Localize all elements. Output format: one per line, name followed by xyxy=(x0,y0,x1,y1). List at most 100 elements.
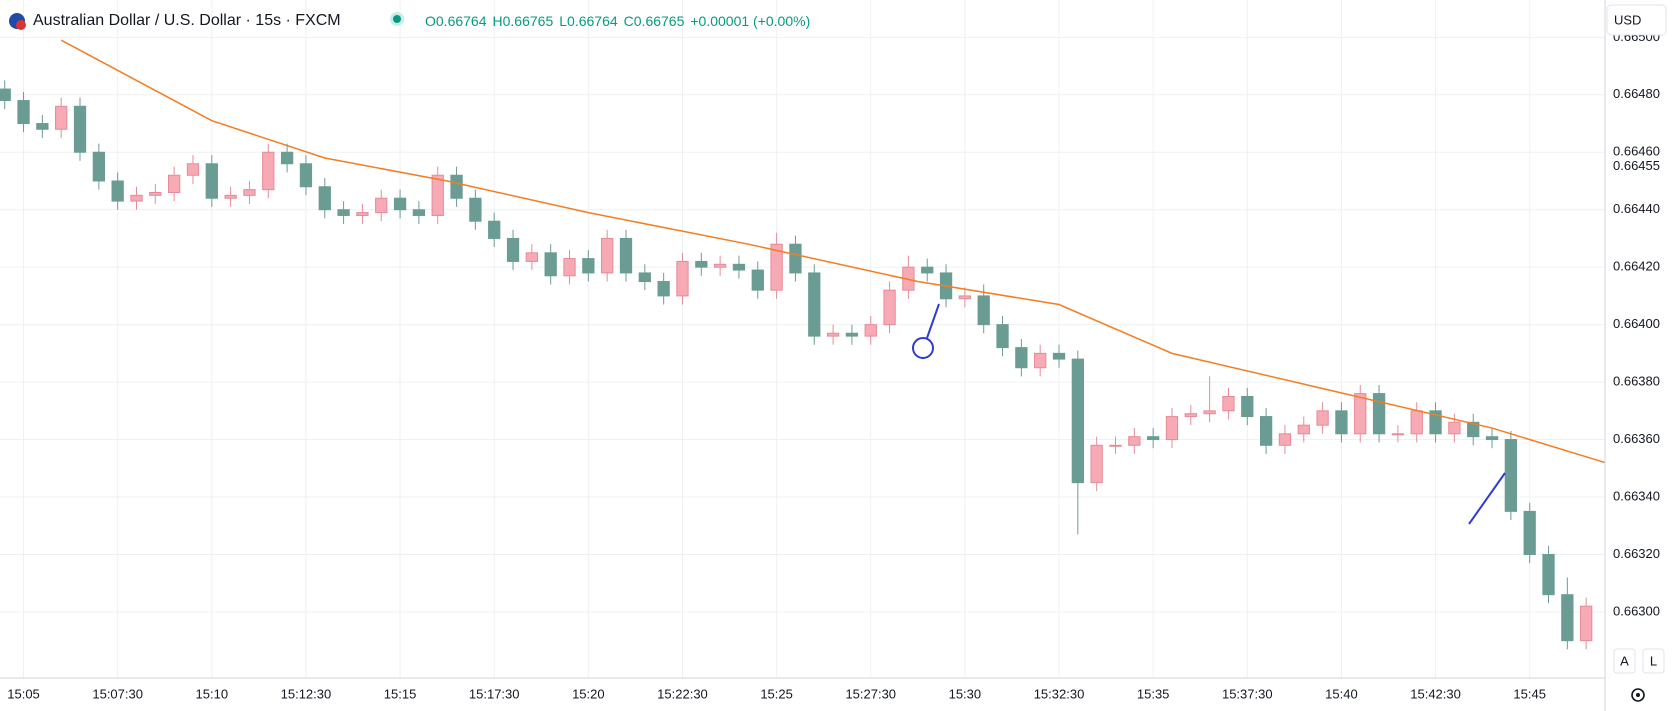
candle-body xyxy=(1165,416,1179,441)
candle-body xyxy=(337,209,350,216)
button-label: L xyxy=(1650,653,1657,668)
candle-body xyxy=(544,252,557,277)
y-tick-label: 0.66440 xyxy=(1613,201,1660,216)
candle-body xyxy=(393,197,407,211)
candle-body xyxy=(1259,416,1273,446)
candle-body xyxy=(864,324,877,337)
candle-body xyxy=(601,237,614,274)
header: Australian Dollar / U.S. Dollar · 15s · … xyxy=(9,12,810,30)
candle-body xyxy=(695,260,708,268)
x-tick-label: 15:30 xyxy=(949,686,982,701)
x-tick-label: 15:17:30 xyxy=(469,686,520,701)
candle-body xyxy=(262,151,275,191)
candle-body xyxy=(1128,436,1141,446)
candle-body xyxy=(770,243,783,291)
quote-value: 0.66764 xyxy=(567,13,618,29)
candle-body xyxy=(1147,436,1160,441)
candle-body xyxy=(1523,510,1536,555)
settings-button[interactable] xyxy=(1631,688,1645,702)
x-tick-label: 15:10 xyxy=(196,686,229,701)
candle-body xyxy=(412,209,426,216)
x-tick-label: 15:25 xyxy=(760,686,793,701)
y-tick-label: 0.66360 xyxy=(1613,431,1660,446)
candle-body xyxy=(1354,393,1367,435)
candle-body xyxy=(1241,395,1254,418)
drawing-line xyxy=(926,303,940,339)
x-tick-label: 15:40 xyxy=(1325,686,1358,701)
candle-body xyxy=(186,163,200,176)
candle-body xyxy=(92,151,105,182)
candle-body xyxy=(1410,410,1423,435)
candle-body xyxy=(130,194,143,202)
candle-body xyxy=(1278,433,1292,446)
quote-letter: H xyxy=(493,13,503,29)
candle-body xyxy=(280,151,294,165)
candle-body xyxy=(1184,413,1197,418)
x-tick-label: 15:15 xyxy=(384,686,417,701)
candle-body xyxy=(619,237,633,274)
symbol-title: Australian Dollar / U.S. Dollar · 15s · … xyxy=(33,12,341,29)
quote-value: 0.66765 xyxy=(503,13,554,29)
candle-body xyxy=(111,180,124,202)
quote-change: +0.00001 (+0.00%) xyxy=(690,13,810,29)
x-tick-label: 15:22:30 xyxy=(657,686,708,701)
x-tick-label: 15:45 xyxy=(1513,686,1546,701)
log-button[interactable] xyxy=(1642,648,1665,674)
candle-body xyxy=(0,88,11,102)
quote-letter: O xyxy=(425,13,436,29)
candle-body xyxy=(977,295,990,326)
candle-body xyxy=(751,269,764,291)
candle-body xyxy=(450,174,463,199)
candle-body xyxy=(808,272,821,337)
quote-letter: C xyxy=(624,13,634,29)
candle-body xyxy=(149,191,162,196)
candle-body xyxy=(563,258,576,277)
drawings xyxy=(912,303,1506,525)
x-tick-label: 15:20 xyxy=(572,686,605,701)
candle-body xyxy=(205,163,218,199)
x-tick-label: 15:12:30 xyxy=(281,686,332,701)
candle-body xyxy=(1485,436,1499,441)
quote-value: 0.66764 xyxy=(436,13,487,29)
candle-body xyxy=(168,174,181,193)
x-tick-label: 15:07:30 xyxy=(92,686,143,701)
candle-body xyxy=(356,212,369,216)
candle-body xyxy=(1391,433,1405,436)
candle-body xyxy=(582,258,595,274)
drawing-line xyxy=(1468,472,1506,525)
auto-button[interactable] xyxy=(1613,648,1636,674)
candle-body xyxy=(638,272,651,283)
candle-body xyxy=(1034,352,1047,369)
currency-label: USD xyxy=(1614,12,1641,27)
y-tick-label: 0.66340 xyxy=(1613,488,1660,503)
y-tick-label: 0.66420 xyxy=(1613,259,1660,274)
controls: USD A L xyxy=(1606,4,1667,702)
x-tick-label: 15:37:30 xyxy=(1222,686,1273,701)
drawing-circle xyxy=(912,337,934,359)
quote-letter: L xyxy=(559,13,567,29)
y-tick-label: 0.66480 xyxy=(1613,86,1660,101)
candle-body xyxy=(996,324,1009,349)
candle-body xyxy=(1203,410,1216,415)
candle-body xyxy=(713,263,727,268)
candle-body xyxy=(17,100,30,125)
settings-icon xyxy=(1636,693,1640,697)
candle-body xyxy=(299,163,313,188)
candle-body xyxy=(1580,605,1593,642)
candle-body xyxy=(469,197,482,222)
candle-body xyxy=(883,289,896,326)
candle-body xyxy=(1052,352,1066,360)
candle-body xyxy=(732,263,746,271)
candle-body xyxy=(789,243,802,274)
candle-body xyxy=(1335,410,1348,435)
candle-body xyxy=(55,105,68,130)
candle-body xyxy=(243,189,256,196)
candle-body xyxy=(845,332,859,337)
currency-button[interactable] xyxy=(1606,4,1667,36)
button-label: A xyxy=(1620,653,1629,668)
candle-body xyxy=(657,281,670,297)
candle-body xyxy=(1090,444,1103,484)
candle-body xyxy=(1015,347,1028,369)
x-tick-label: 15:42:30 xyxy=(1410,686,1461,701)
